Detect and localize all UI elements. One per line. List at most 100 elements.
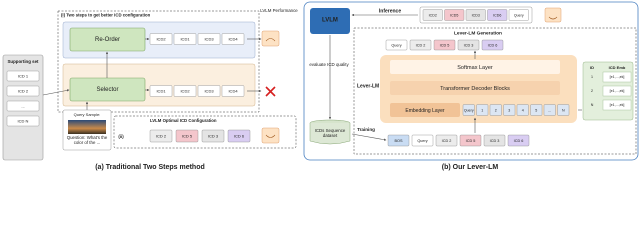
selector-icd-box (197, 85, 221, 97)
inference-icd: ICD3 (472, 13, 480, 17)
performance-icon (265, 134, 276, 138)
embedding-token-box (476, 104, 489, 116)
generation-frame (353, 27, 637, 155)
reorder-icd: ICD4 (228, 36, 238, 41)
optimal-icd-box (227, 129, 251, 143)
fail-mark (265, 86, 276, 97)
training-token: ICD 5 (466, 139, 476, 143)
step-label: (i) Two steps to get better ICD configur… (61, 13, 151, 18)
dataset (309, 123, 351, 145)
emb-table-header: ICD Emb (609, 65, 626, 70)
inference-icd-box (487, 9, 508, 21)
two-steps-frame (57, 10, 260, 113)
generated-token: ICD 5 (440, 43, 450, 47)
optimal-icd: ICD 6 (234, 133, 245, 138)
softmax-layer (390, 60, 560, 74)
embedding-token: 4 (522, 108, 524, 112)
inference-icd-box (422, 9, 443, 21)
embedding-token: Query (464, 108, 474, 112)
arrow (351, 133, 387, 141)
optimal-icd-box (201, 129, 225, 143)
inference-icd: ICD2 (429, 13, 437, 17)
emb-table-header: ID (590, 65, 594, 70)
emb-table-cell: N (591, 103, 594, 107)
transformer-layer (390, 81, 560, 95)
training-token-box (387, 134, 410, 147)
evaluate-label: evaluate ICD quality (309, 62, 349, 67)
inference-icd: ICD6 (493, 13, 501, 17)
selector-icd-box (221, 85, 245, 97)
training-token-box (483, 134, 506, 147)
selector-icd-box (149, 85, 173, 97)
emb-table-cell: 1 (591, 75, 593, 79)
performance-icon (548, 16, 558, 20)
training-token-box (435, 134, 458, 147)
embedding-token-box (516, 104, 529, 116)
selector-box (69, 77, 146, 102)
optimal-icd: ICD 3 (208, 133, 219, 138)
reorder-label: Re-Order (95, 37, 120, 43)
softmax-label: Softmax Layer (457, 65, 493, 71)
supporting-item-box (6, 70, 40, 82)
embedding-label: Embedding Layer (405, 108, 445, 114)
dataset-label: ICDs Sequence dataset (314, 128, 346, 139)
reorder-icd-box (221, 33, 245, 45)
generated-token-box (481, 39, 504, 51)
supporting-item: ICD 2 (18, 88, 29, 93)
emb-cell (602, 99, 632, 111)
emb-table-cell: [e1,...,ek] (610, 103, 625, 107)
inference-icd-box (444, 9, 465, 21)
performance-label: LVLM Performance (260, 8, 298, 13)
caption: (b) Our Lever-LM (442, 164, 499, 171)
evaluate-label-area: evaluate ICD quality (309, 62, 349, 67)
embedding-layer (390, 103, 460, 117)
reorder-icd: ICD3 (204, 36, 214, 41)
supporting-item-box (6, 115, 40, 127)
selector-label: Selector (96, 87, 118, 93)
inference-icd-box (465, 9, 486, 21)
lvlm-box (310, 8, 350, 34)
emb-table-cell: 2 (591, 89, 593, 93)
embedding-token-box (503, 104, 516, 116)
supporting-item: ICD 1 (18, 73, 29, 78)
selector-icd: ICD4 (228, 88, 238, 93)
optimal-label: LVLM Optimal ICD Configuration (150, 118, 217, 123)
reorder-icd: ICD2 (156, 36, 166, 41)
reorder-icd-box (173, 33, 197, 45)
embedding-token-box (462, 104, 475, 116)
optimal-marker: (ii) (118, 134, 124, 139)
question-area: Question: What's the color of the ... (66, 135, 108, 146)
training-token-box (507, 134, 530, 147)
generated-token-box (457, 39, 480, 51)
generated-token-box (409, 39, 432, 51)
supporting-item: ICD N (18, 118, 29, 123)
selector-icd: ICD1 (156, 88, 166, 93)
question: Question: What's the color of the ... (66, 135, 108, 146)
training-label: Training (357, 127, 375, 132)
training-token: ICD 3 (490, 139, 500, 143)
optimal-frame (113, 115, 297, 149)
training-token: BOS (394, 139, 402, 143)
embedding-token: 3 (508, 108, 510, 112)
training-token-box (411, 134, 434, 147)
caption: (a) Traditional Two Steps method (95, 164, 205, 171)
supporting-item-box (6, 85, 40, 97)
performance-icon (261, 127, 280, 144)
training-token: Query (417, 139, 427, 143)
performance-icon (265, 38, 276, 42)
embedding-token-box (530, 104, 543, 116)
embedding-token: N (562, 108, 565, 112)
generated-token: ICD 2 (416, 43, 426, 47)
generated-token-box (433, 39, 456, 51)
reorder-icd: ICD1 (180, 36, 190, 41)
embedding-token: 1 (481, 108, 483, 112)
generated-token-box (385, 39, 408, 51)
selector-icd-box (173, 85, 197, 97)
reorder-icd-box (149, 33, 173, 45)
reorder-icd-box (197, 33, 221, 45)
training-token: ICD 6 (514, 139, 524, 143)
inference-icd-box (508, 9, 529, 21)
embedding-token: 5 (535, 108, 537, 112)
generated-token: ICD 6 (488, 43, 498, 47)
inference-icd: Query (514, 13, 524, 17)
